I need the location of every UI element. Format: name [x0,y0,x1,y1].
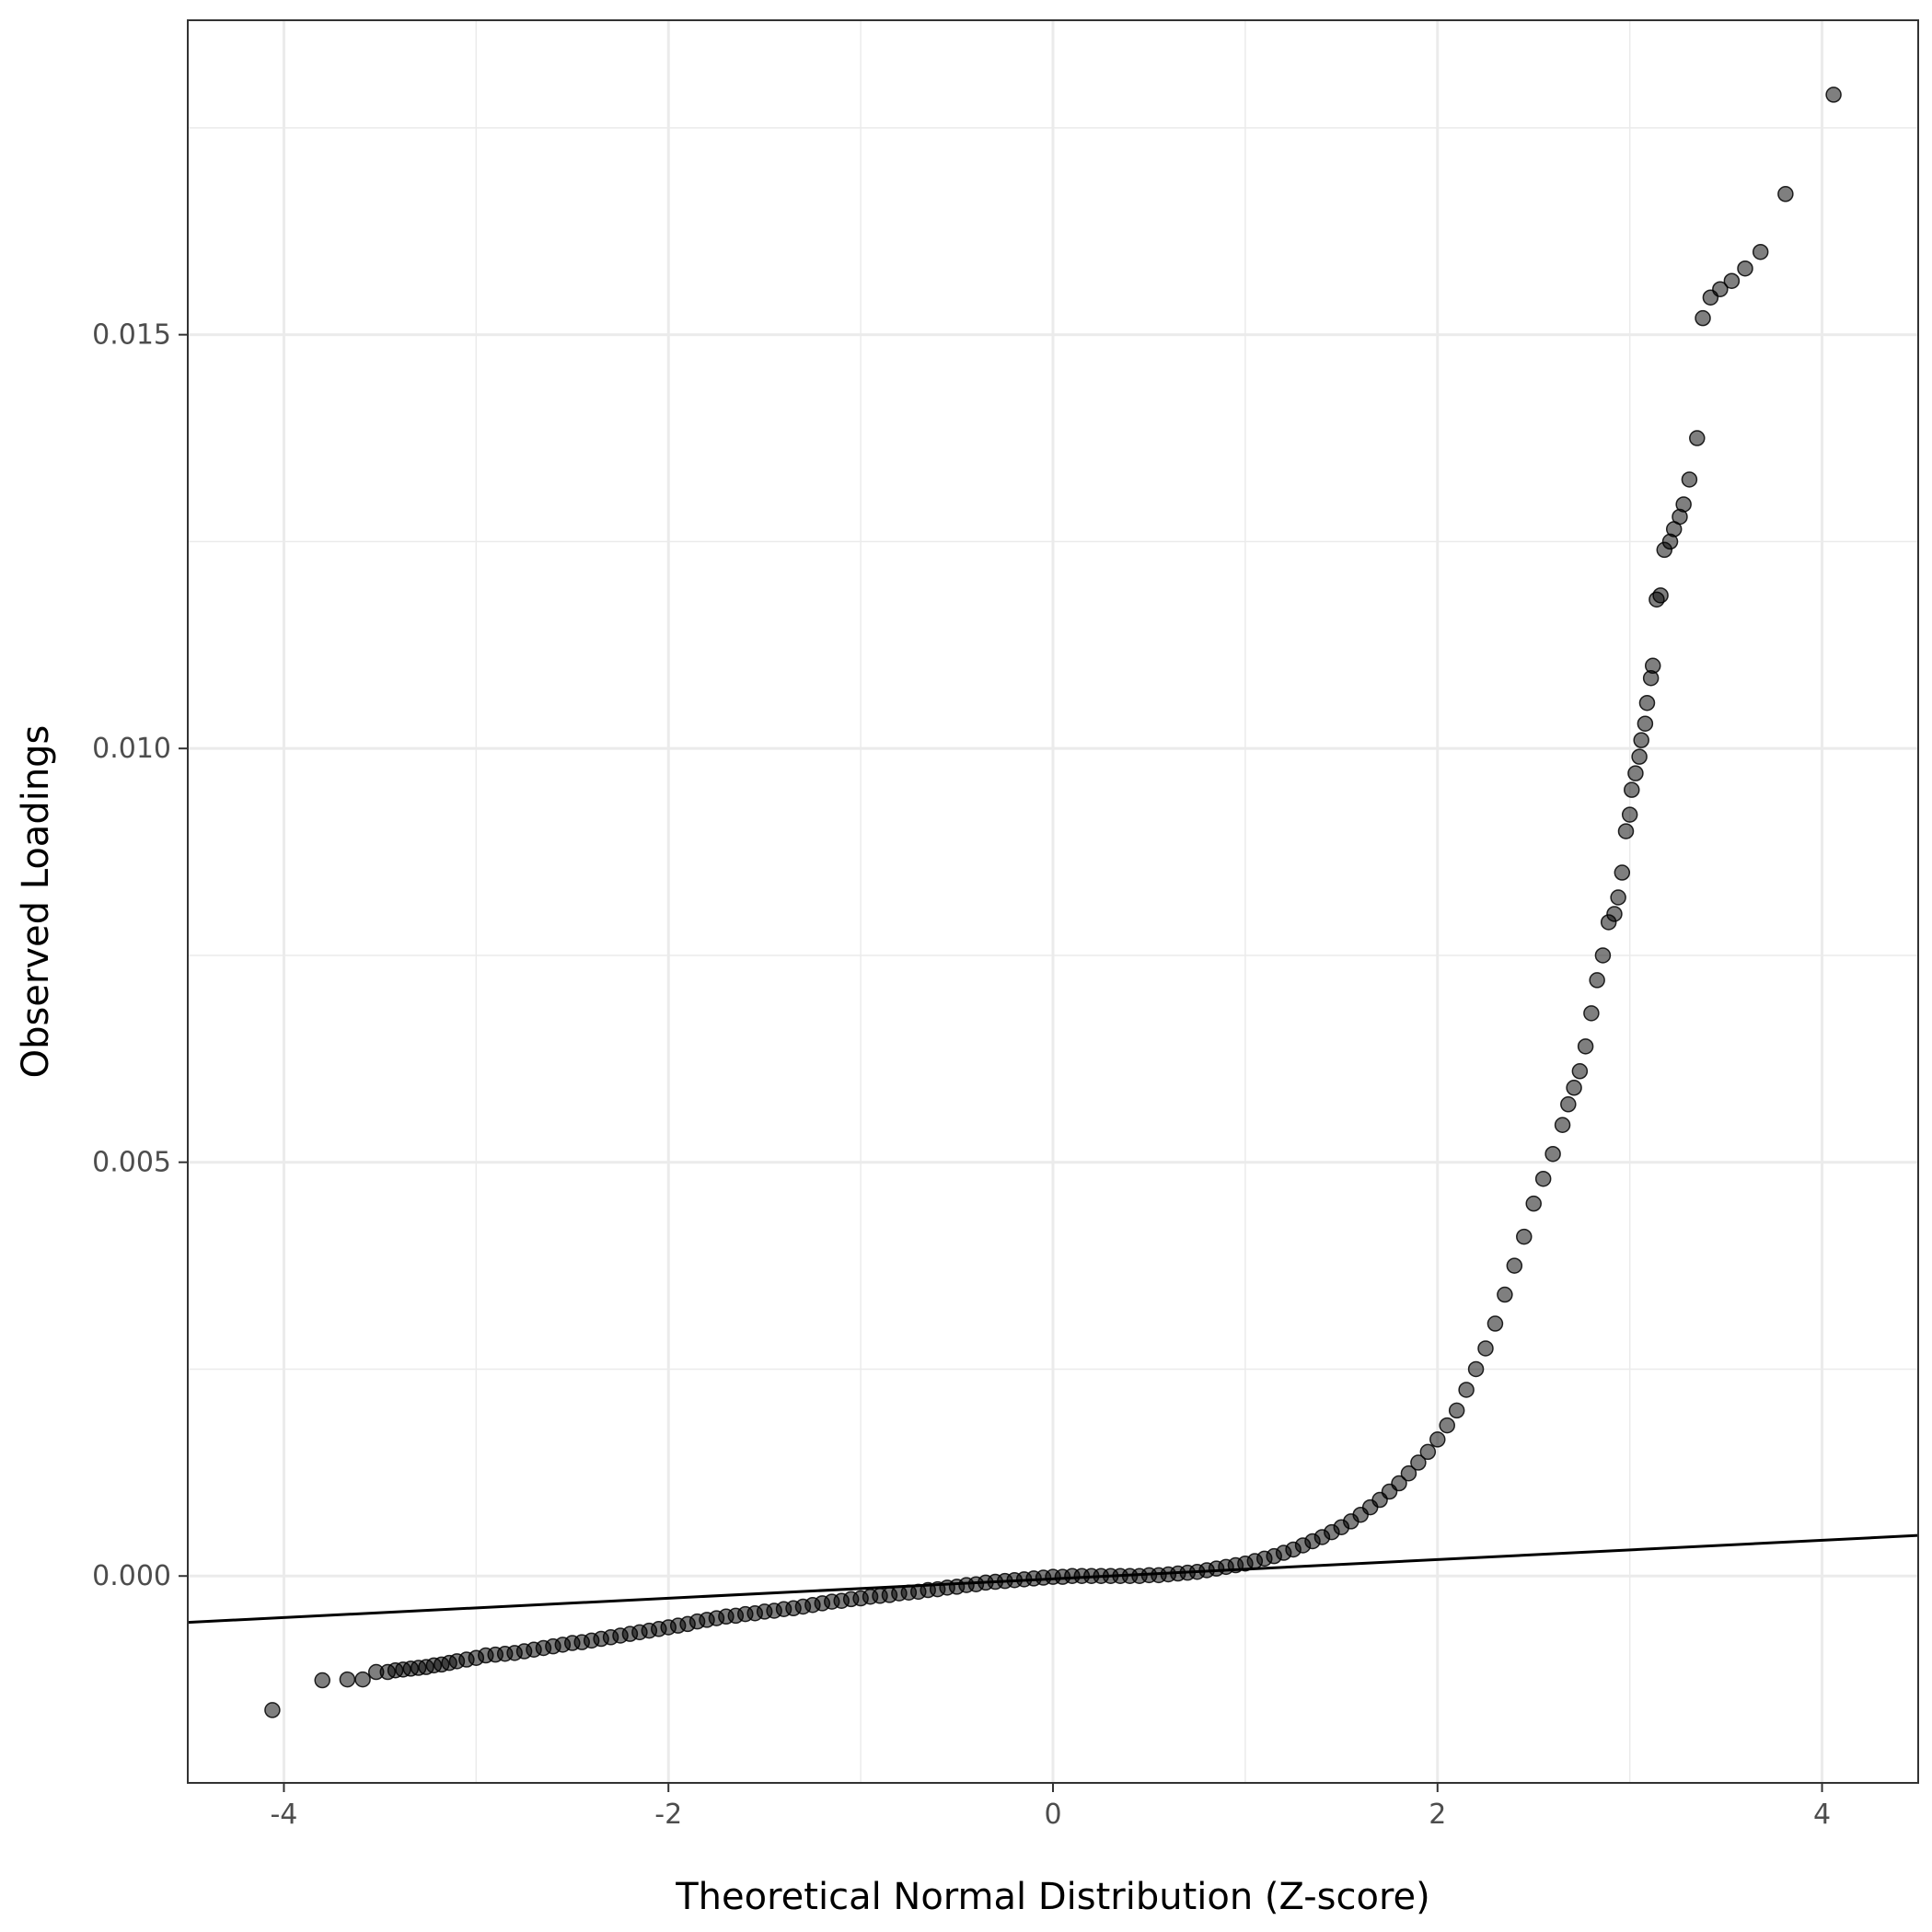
x-axis-title: Theoretical Normal Distribution (Z-score… [675,1876,1430,1918]
data-point [1583,1005,1600,1022]
data-point [314,1672,330,1689]
data-point [1560,1096,1577,1113]
x-axis: -4 -2 0 2 4 [270,1783,1831,1831]
data-point [1525,1195,1542,1212]
data-point [1400,1465,1417,1482]
data-point [1681,471,1698,488]
x-tick-label: 0 [1044,1799,1061,1831]
data-point [1429,1431,1446,1448]
data-point [1594,947,1612,964]
y-axis-title: Observed Loadings [15,725,57,1079]
data-point [339,1671,356,1688]
data-point [1695,309,1711,327]
data-point [1589,972,1605,989]
data-point [1825,87,1842,103]
data-point [1624,781,1640,798]
data-point [1723,272,1741,289]
data-point [1516,1228,1533,1245]
data-point [1606,906,1623,922]
y-tick-label: 0.015 [92,319,171,352]
y-tick-label: 0.010 [92,733,171,765]
data-point [1467,1360,1485,1378]
data-point [354,1671,371,1688]
data-point [1419,1443,1437,1461]
data-point [1458,1382,1475,1398]
x-tick-label: -4 [270,1799,297,1831]
data-point [1614,864,1631,881]
data-point [1712,281,1729,297]
reference-line [187,1533,1919,1625]
data-point [1571,1063,1589,1080]
data-point [1534,1170,1552,1187]
data-point [264,1702,281,1718]
major-gridlines [188,20,1918,1783]
data-point [1544,1145,1561,1163]
data-point [1644,657,1661,675]
data-point [1675,496,1692,513]
data-point [1477,1340,1494,1357]
x-tick-label: 2 [1429,1799,1446,1831]
data-point [1633,732,1649,748]
data-point [1621,806,1638,823]
y-tick-label: 0.000 [92,1560,171,1592]
x-tick-label: -2 [654,1799,682,1831]
y-axis: 0.000 0.005 0.010 0.015 [92,319,188,1592]
data-point [1391,1475,1407,1492]
data-point [1637,715,1654,732]
data-point [1610,889,1626,906]
data-point [1617,823,1635,839]
data-point [1777,186,1794,202]
data-point [1497,1286,1513,1303]
data-point [1566,1080,1582,1096]
data-point [1627,765,1644,781]
data-point [1752,243,1769,260]
data-point [1487,1315,1504,1332]
data-point [1577,1038,1594,1055]
data-point [1554,1116,1571,1133]
reference-line-group [187,1533,1919,1625]
data-point [1737,260,1753,277]
data-point [1448,1402,1465,1419]
data-point [1689,430,1706,446]
data-point [1410,1454,1427,1471]
x-tick-label: 4 [1813,1799,1831,1831]
data-point [1652,587,1669,604]
data-points [264,87,1842,1718]
data-point [1506,1257,1523,1274]
data-point [1439,1417,1455,1434]
data-point [1631,748,1648,765]
data-point [1638,694,1656,711]
y-tick-label: 0.005 [92,1147,171,1179]
